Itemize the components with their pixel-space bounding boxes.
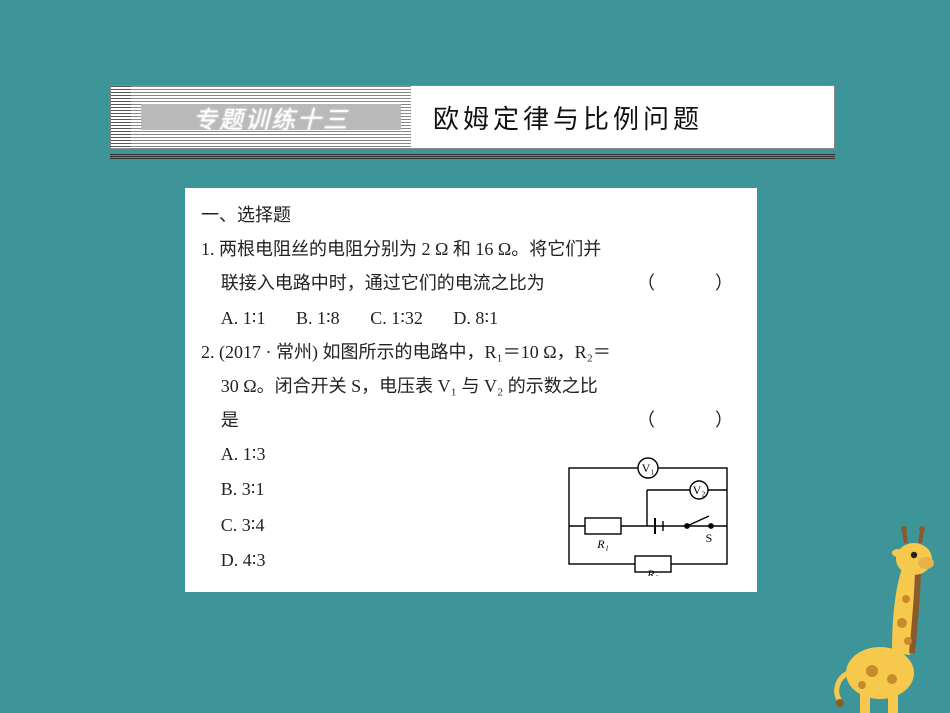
q2-body: 是 （ ） A. 1∶3 B. 3∶1 C. 3∶4 D. 4∶3 (201, 403, 741, 578)
banner-title: 欧姆定律与比例问题 (411, 86, 834, 148)
circuit-s: S (706, 531, 713, 545)
q1-opt-a: A. 1∶1 (221, 308, 266, 328)
section-heading: 一、选择题 (201, 198, 741, 232)
q2-line3: 是 (221, 410, 239, 430)
giraffe-icon (822, 523, 942, 713)
banner-stripe (111, 86, 131, 148)
banner-underline (110, 154, 835, 159)
q2-blank: （ ） (637, 403, 741, 437)
q1-options: A. 1∶1 B. 1∶8 C. 1∶32 D. 8∶1 (201, 301, 741, 335)
q1-blank: （ ） (637, 266, 741, 300)
question-card: 一、选择题 1. 两根电阻丝的电阻分别为 2 Ω 和 16 Ω。将它们并 联接入… (185, 188, 757, 592)
q1-number: 1. (201, 239, 215, 259)
q2-number: 2. (201, 342, 215, 362)
banner-left: 专题训练十三 (131, 86, 411, 148)
q1: 1. 两根电阻丝的电阻分别为 2 Ω 和 16 Ω。将它们并 (201, 232, 741, 266)
q2-line2: 30 Ω。闭合开关 S，电压表 V₁ 与 V₂ 的示数之比 (221, 376, 598, 396)
q1-line2: 联接入电路中时，通过它们的电流之比为 (221, 273, 545, 293)
q1-opt-c: C. 1∶32 (370, 308, 423, 328)
circuit-v1: V₁ (642, 461, 655, 475)
circuit-diagram: V₁ V₂ R₁ S R₂ (559, 456, 737, 576)
circuit-r2: R₂ (646, 567, 659, 576)
q1-opt-b: B. 1∶8 (296, 308, 340, 328)
circuit-v2: V₂ (693, 483, 706, 497)
title-banner: 专题训练十三 欧姆定律与比例问题 (110, 85, 835, 149)
circuit-r1: R₁ (596, 537, 609, 551)
q2: 2. (2017 · 常州) 如图所示的电路中，R₁＝10 Ω，R₂＝ (201, 335, 741, 369)
q2-line2-row: 30 Ω。闭合开关 S，电压表 V₁ 与 V₂ 的示数之比 (201, 369, 741, 403)
q1-line1: 两根电阻丝的电阻分别为 2 Ω 和 16 Ω。将它们并 (219, 239, 601, 259)
banner-chapter: 专题训练十三 (193, 100, 349, 135)
q2-line3-row: 是 （ ） (221, 403, 741, 437)
q1-line2-row: 联接入电路中时，通过它们的电流之比为 （ ） (201, 266, 741, 300)
q2-line1: (2017 · 常州) 如图所示的电路中，R₁＝10 Ω，R₂＝ (219, 342, 611, 362)
q1-opt-d: D. 8∶1 (453, 308, 498, 328)
